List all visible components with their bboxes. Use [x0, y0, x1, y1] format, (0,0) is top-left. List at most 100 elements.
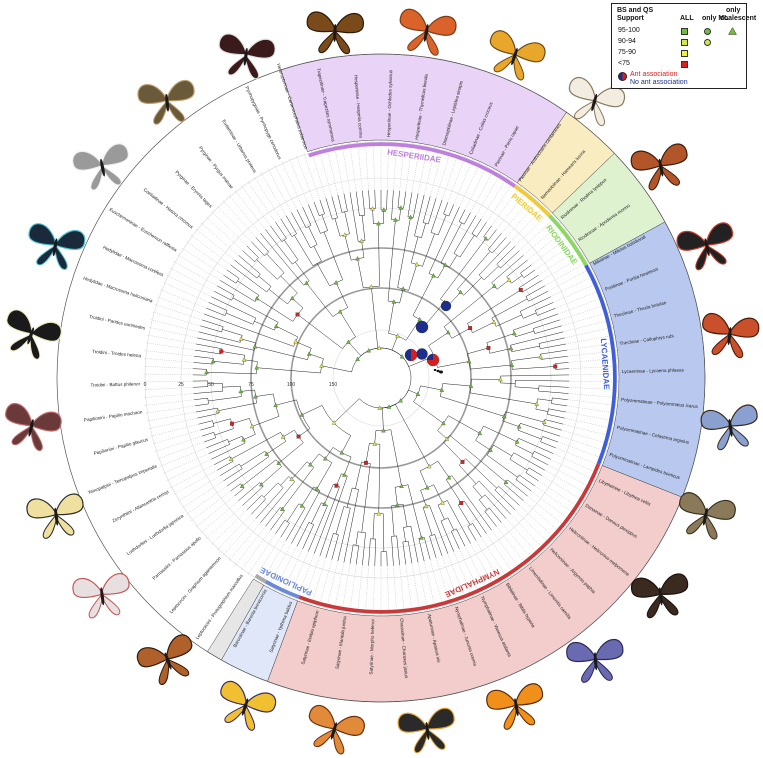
tip-guide	[326, 146, 339, 196]
branch	[540, 349, 567, 355]
tip-guide	[341, 563, 351, 613]
family-arcs	[254, 142, 617, 614]
branch	[478, 241, 511, 276]
branch-arc	[515, 474, 520, 480]
tip-guide	[568, 380, 619, 383]
tip-guide	[470, 543, 495, 588]
branch	[341, 435, 352, 453]
tip-guide	[568, 373, 619, 376]
branch	[494, 489, 516, 511]
support-node	[491, 319, 497, 324]
branch	[378, 444, 381, 514]
branch	[285, 215, 297, 234]
tip-guide	[501, 195, 534, 234]
tip-guide	[143, 366, 194, 369]
branch	[428, 332, 449, 346]
branch	[208, 444, 230, 454]
tip-guide	[544, 470, 589, 495]
tip-guide	[148, 417, 198, 429]
branch	[302, 207, 312, 226]
tip-guide	[505, 518, 540, 556]
legend-all-square-75	[681, 50, 688, 57]
support-node	[299, 412, 305, 417]
branch	[451, 531, 460, 549]
branch	[484, 511, 497, 527]
branch	[403, 191, 407, 209]
branch	[483, 265, 499, 281]
branch-arc	[472, 480, 480, 487]
branch-arc	[343, 506, 351, 509]
branch	[242, 486, 264, 506]
branch	[535, 408, 549, 412]
branch	[391, 505, 395, 537]
branch	[372, 513, 375, 539]
tip-guide	[563, 423, 612, 437]
butterfly-13	[308, 704, 365, 755]
branch	[513, 313, 558, 331]
tip-guide	[505, 200, 540, 238]
branch	[427, 198, 437, 225]
butterfly-3	[568, 77, 626, 127]
branch	[260, 481, 295, 523]
branch	[256, 298, 293, 322]
branch-arc	[235, 278, 240, 284]
branch	[523, 312, 537, 319]
support-node	[346, 339, 351, 344]
branch	[517, 429, 542, 440]
legend-row-90-94: 90-94	[618, 38, 636, 45]
support-node	[553, 364, 558, 369]
branch	[261, 466, 282, 485]
support-node	[492, 283, 497, 288]
branch-arc	[332, 217, 338, 220]
tip-guide	[496, 190, 528, 230]
tip-guide	[240, 185, 271, 227]
branch	[251, 241, 265, 256]
tip-guide	[491, 185, 522, 227]
tip-guide	[387, 565, 390, 616]
branch	[515, 444, 534, 455]
support-node	[541, 419, 547, 424]
tip-guide	[145, 342, 196, 351]
tip-guide	[311, 150, 327, 199]
branch	[225, 312, 254, 325]
support-node	[296, 434, 301, 439]
branch	[498, 486, 520, 506]
branch	[451, 327, 471, 339]
phylogenetic-tree	[193, 190, 569, 566]
branch	[511, 275, 523, 284]
branch	[337, 508, 351, 562]
branch	[437, 361, 470, 368]
branch	[291, 461, 308, 480]
tip-guide	[281, 161, 303, 208]
branch-arc	[443, 213, 449, 217]
branch	[291, 490, 321, 544]
branch	[222, 329, 243, 336]
branch	[325, 533, 334, 558]
tip-guide	[453, 158, 474, 205]
tip-guide	[216, 514, 252, 551]
branch-arc	[231, 295, 235, 301]
branch	[200, 325, 222, 333]
branch	[349, 544, 354, 564]
ant-pie-1	[415, 320, 429, 334]
tip-guide	[534, 485, 576, 515]
branch	[420, 385, 442, 391]
tip-guide	[417, 144, 429, 194]
branch	[492, 237, 507, 254]
branch-arc	[239, 463, 243, 469]
tip-guide	[318, 559, 333, 608]
branch	[280, 218, 293, 237]
branch	[343, 489, 359, 563]
tip-guide	[144, 350, 195, 357]
branch-arc	[254, 257, 259, 262]
tip-guide	[365, 565, 369, 616]
support-node	[276, 460, 281, 465]
support-node	[506, 277, 512, 282]
support-node	[468, 383, 474, 388]
tip-guide	[372, 140, 375, 191]
tip-guide	[447, 155, 466, 203]
branch	[276, 326, 298, 338]
support-node	[381, 207, 387, 212]
branch	[371, 286, 379, 349]
branch	[256, 367, 321, 374]
